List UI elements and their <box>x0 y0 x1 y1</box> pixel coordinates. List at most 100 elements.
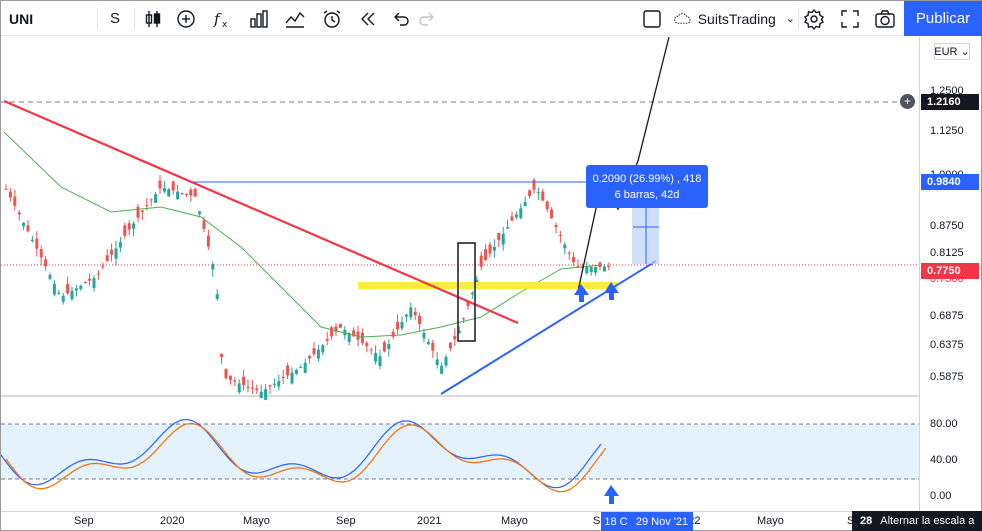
candle-body <box>48 275 52 279</box>
candle-body <box>233 380 237 382</box>
candle-body <box>316 349 320 359</box>
time-axis[interactable]: Sep 2020 Mayo Sep 2021 Mayo Sep 2022 May… <box>1 511 919 531</box>
candle-body <box>554 225 558 227</box>
time-label: Mayo <box>501 515 528 527</box>
osc-tick: 40.00 <box>930 454 958 466</box>
candle-body <box>453 336 457 340</box>
candle-body <box>52 283 56 295</box>
candle-body <box>140 210 144 212</box>
square-layout-icon[interactable] <box>639 1 665 36</box>
candle-body <box>66 283 70 294</box>
redo-icon[interactable] <box>415 1 439 36</box>
candle-body <box>281 376 285 379</box>
camera-icon[interactable] <box>872 1 898 36</box>
chart-pane[interactable]: 0.2090 (26.99%) , 418 6 barras, 42d 17 <box>0 36 919 531</box>
candle-body <box>118 242 122 248</box>
candle-body <box>607 265 611 267</box>
time-label: 2020 <box>160 515 185 527</box>
undo-icon[interactable] <box>389 1 413 36</box>
templates-icon[interactable] <box>282 1 308 36</box>
candle-body <box>572 256 576 263</box>
candle-body <box>198 211 202 215</box>
candle-body <box>180 192 184 194</box>
expand-icon[interactable] <box>837 1 863 36</box>
candle-body <box>220 353 224 357</box>
candle-body <box>440 365 444 374</box>
candle-body <box>470 292 474 295</box>
time-label: 2021 <box>417 515 442 527</box>
candle-body <box>374 352 378 362</box>
measure-tooltip: 0.2090 (26.99%) , 418 6 barras, 42d <box>586 165 708 208</box>
osc-tick: 0.00 <box>930 490 952 502</box>
price-chart[interactable] <box>0 36 919 511</box>
brand-menu[interactable]: SuitsTrading ⌄ <box>673 1 795 36</box>
candle-body <box>39 249 43 258</box>
stoch-band <box>1 424 919 479</box>
candle-body <box>479 255 483 267</box>
candle-body <box>409 307 413 318</box>
candle-body <box>369 349 373 351</box>
publish-button[interactable]: Publicar <box>904 1 982 36</box>
candle-body <box>114 248 118 259</box>
candle-body <box>268 385 272 387</box>
candle-body <box>356 331 360 340</box>
uptrend-line <box>440 260 657 395</box>
price-tick: 0.6375 <box>930 339 964 351</box>
candle-body <box>206 235 210 247</box>
add-alert-icon[interactable]: + <box>900 94 915 109</box>
candle-body <box>17 212 21 215</box>
add-indicator-icon[interactable] <box>173 1 199 36</box>
candle-body <box>83 282 87 284</box>
candle-body <box>22 222 26 227</box>
candle-body <box>418 315 422 325</box>
candle-body <box>330 327 334 337</box>
interval-selector[interactable]: S <box>109 10 120 27</box>
candle-body <box>396 321 400 330</box>
candle-body <box>497 232 501 241</box>
price-tag-0984: 0.9840 <box>921 174 979 190</box>
price-axis[interactable]: EUR ⌄ 1.2500 1.1250 1.0000 0.8750 0.8125… <box>919 37 981 511</box>
candle-body <box>189 189 193 196</box>
brand-label: SuitsTrading <box>697 10 776 27</box>
candle-body <box>145 204 149 206</box>
candles-icon[interactable] <box>140 1 166 36</box>
candle-body <box>26 225 30 232</box>
candle-body <box>246 386 250 388</box>
candle-body <box>528 190 532 196</box>
candle-body <box>35 238 39 249</box>
price-tick: 0.8125 <box>930 247 964 259</box>
candle-body <box>228 375 232 380</box>
alert-clock-icon[interactable] <box>319 1 345 36</box>
scale-toggle-hint[interactable]: 28 Alternar la escala a <box>852 511 982 531</box>
candle-body <box>422 333 426 339</box>
moving-average-line <box>3 131 602 338</box>
bar-chart-icon[interactable] <box>246 1 272 36</box>
candle-body <box>105 255 109 261</box>
candle-body <box>8 191 12 198</box>
price-tick: 1.1250 <box>930 125 964 137</box>
candle-body <box>303 362 307 373</box>
candle-body <box>576 266 580 268</box>
candle-body <box>457 330 461 334</box>
stoch-d-line <box>5 422 607 493</box>
measure-change: 0.2090 (26.99%) , 418 <box>592 172 702 185</box>
candle-body <box>13 196 17 206</box>
candle-body <box>237 383 241 393</box>
candle-body <box>272 383 276 385</box>
price-tag-1216: 1.2160 <box>921 94 979 110</box>
candle-body <box>589 267 593 273</box>
settings-icon[interactable] <box>801 1 827 36</box>
currency-selector[interactable]: EUR ⌄ <box>934 43 970 60</box>
candle-body <box>250 387 254 389</box>
toolbar-divider <box>97 7 98 30</box>
time-label: Sep <box>336 515 356 527</box>
candle-body <box>400 322 404 329</box>
projection-path <box>577 36 670 292</box>
replay-icon[interactable] <box>355 1 381 36</box>
candle-body <box>96 273 100 275</box>
symbol-search[interactable]: UNI <box>9 10 34 27</box>
candle-body <box>184 194 188 196</box>
candle-body <box>426 341 430 345</box>
candle-body <box>325 338 329 341</box>
